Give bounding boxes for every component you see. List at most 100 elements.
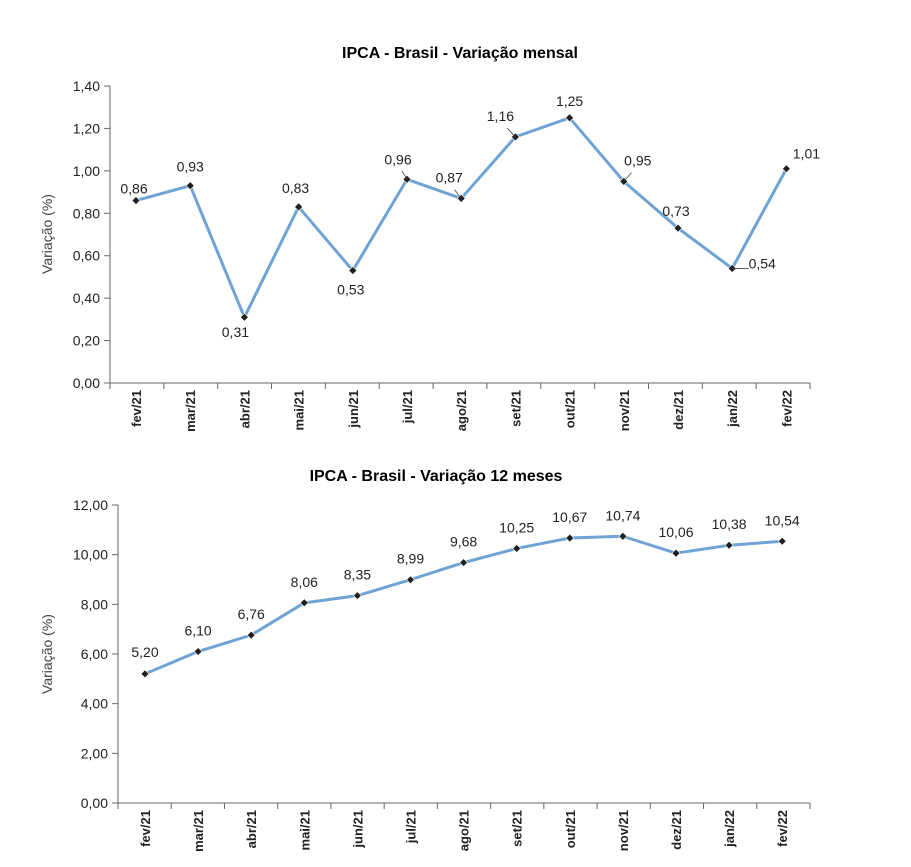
data-point: [512, 544, 522, 553]
data-label: 1,01: [793, 146, 820, 162]
data-point: [193, 647, 203, 656]
data-label: 0,73: [662, 203, 689, 219]
x-tick-label: mar/21: [191, 810, 206, 852]
x-tick-label: out/21: [563, 810, 578, 848]
data-label: 6,10: [184, 623, 211, 639]
data-label: 0,93: [177, 159, 204, 175]
data-label: 0,54: [749, 255, 776, 271]
y-tick-label: 12,00: [73, 497, 108, 513]
x-tick-label: fev/22: [779, 390, 794, 427]
data-label: 10,06: [658, 524, 693, 540]
y-tick-label: 8,00: [81, 596, 108, 612]
x-tick-label: fev/22: [775, 810, 790, 847]
data-label: 0,83: [282, 180, 309, 196]
data-point: [781, 164, 791, 174]
data-label: 0,53: [337, 282, 364, 298]
data-label: 10,25: [499, 519, 534, 535]
data-point: [671, 548, 681, 558]
data-point: [348, 266, 358, 275]
data-label: 8,35: [344, 567, 371, 583]
y-tick-label: 0,00: [81, 795, 108, 811]
x-tick-label: dez/21: [671, 390, 686, 430]
data-point: [724, 540, 734, 550]
x-tick-label: nov/21: [616, 810, 631, 851]
label-leader: [623, 172, 632, 182]
y-tick-label: 0,00: [73, 375, 100, 391]
x-tick-label: nov/21: [617, 390, 632, 431]
x-tick-label: set/21: [510, 810, 525, 847]
x-tick-label: jul/21: [400, 390, 415, 424]
x-tick-label: jul/21: [404, 810, 419, 844]
data-label: 8,99: [397, 551, 424, 567]
chart-12-months: IPCA - Brasil - Variação 12 meses Variaç…: [39, 468, 811, 852]
chart-title: IPCA - Brasil - Variação 12 meses: [310, 468, 563, 485]
data-point: [456, 194, 466, 203]
data-point: [294, 202, 304, 212]
x-tick-label: dez/21: [669, 810, 684, 850]
x-tick-label: mai/21: [292, 390, 307, 430]
y-tick-label: 0,20: [73, 333, 100, 349]
x-tick-label: jun/21: [346, 390, 361, 429]
chart-monthly: IPCA - Brasil - Variação mensal Variação…: [39, 45, 820, 432]
data-point: [299, 598, 309, 608]
x-tick-label: mai/21: [297, 810, 312, 850]
data-label: 10,74: [605, 507, 640, 523]
data-label: 8,06: [291, 574, 318, 590]
data-point: [459, 558, 469, 568]
data-label: 10,54: [765, 512, 800, 528]
y-axis-title: Variação (%): [39, 614, 55, 694]
data-label: 0,87: [436, 169, 463, 185]
data-label: 0,95: [624, 152, 651, 168]
data-point: [565, 113, 575, 123]
data-point: [246, 630, 256, 640]
y-tick-label: 2,00: [81, 745, 108, 761]
data-label: 1,25: [556, 93, 583, 109]
data-point: [131, 196, 141, 205]
data-label: 9,68: [450, 534, 477, 550]
y-tick-label: 10,00: [73, 547, 108, 563]
data-label: 1,16: [487, 108, 514, 124]
label-leader: [401, 170, 408, 180]
y-tick-label: 4,00: [81, 696, 108, 712]
data-label: 10,38: [712, 516, 747, 532]
data-point: [406, 575, 415, 585]
data-point: [140, 669, 150, 679]
data-labels: 0,86 0,93 0,31 0,83 0,53 0,96 0,87 1,16 1,25 0,95…: [120, 93, 820, 340]
y-tick-label: 1,20: [73, 120, 100, 136]
x-tick-label: jan/22: [725, 390, 740, 428]
data-label: 0,96: [384, 151, 411, 167]
y-ticks: 0,00 2,00 4,00 6,00 8,00 10,00 12,00: [73, 497, 118, 811]
series: [131, 113, 791, 322]
y-tick-label: 1,00: [73, 163, 100, 179]
x-tick-label: mar/21: [183, 390, 198, 432]
y-ticks: 0,00 0,20 0,40 0,60 0,80 1,00 1,20 1,40: [73, 78, 110, 391]
data-point: [185, 181, 195, 191]
data-label: 0,31: [222, 324, 249, 340]
data-label: 6,76: [238, 606, 265, 622]
x-ticks: fev/21 mar/21 abr/21 mai/21 jun/21 jul/21 ago/…: [117, 803, 811, 852]
label-leader: [506, 127, 516, 138]
x-tick-label: set/21: [508, 390, 523, 427]
data-point: [777, 536, 787, 546]
y-tick-label: 1,40: [73, 78, 100, 94]
x-tick-label: ago/21: [454, 390, 469, 431]
x-tick-label: jan/22: [722, 810, 737, 848]
x-tick-label: abr/21: [237, 390, 252, 428]
data-label: 5,20: [131, 644, 158, 660]
label-leader: [454, 189, 462, 199]
y-tick-label: 6,00: [81, 646, 108, 662]
data-label: 0,86: [120, 181, 147, 197]
data-label: 10,67: [552, 509, 587, 525]
series-line: [144, 534, 783, 676]
series: [140, 531, 787, 679]
data-labels: 5,20 6,10 6,76 8,06 8,35 8,99 9,68 10,25 10,67 10…: [131, 507, 800, 660]
x-tick-label: ago/21: [457, 810, 472, 851]
chart-title: IPCA - Brasil - Variação mensal: [342, 45, 578, 62]
data-point: [673, 223, 683, 233]
x-tick-label: fev/21: [138, 810, 153, 847]
y-tick-label: 0,80: [73, 205, 100, 221]
y-tick-label: 0,60: [73, 248, 100, 264]
y-axis-title: Variação (%): [39, 194, 55, 274]
y-tick-label: 0,40: [73, 290, 100, 306]
